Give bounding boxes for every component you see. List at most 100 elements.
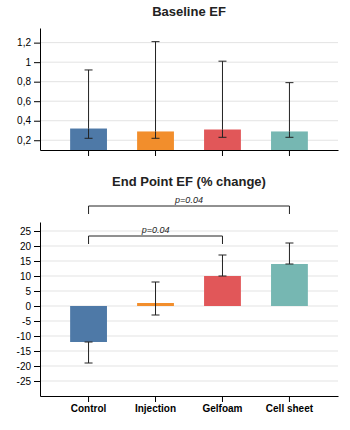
y-tick-mark — [34, 101, 40, 102]
y-tick-label: -15 — [17, 346, 32, 357]
bar — [271, 264, 308, 306]
x-axis: Control Injection Gelfoam Cell sheet — [41, 396, 339, 414]
x-tick-mark — [88, 396, 89, 402]
y-tick: 1 — [25, 57, 40, 68]
plot-area — [70, 42, 308, 150]
y-axis-line — [40, 223, 41, 397]
y-tick-label: 0,8 — [17, 76, 31, 87]
panel: 0,20,40,60,811,2Baseline EF — [17, 4, 338, 156]
y-tick-mark — [34, 276, 40, 277]
title: End Point EF (% change) — [112, 174, 266, 189]
x-tick — [289, 150, 290, 156]
y-tick-label: 0 — [25, 301, 31, 312]
y-tick-mark — [34, 231, 40, 232]
bar — [204, 130, 241, 150]
panel: -25-20-15-10-50510152025ControlInjection… — [17, 174, 339, 414]
x-tick: Injection — [135, 396, 176, 414]
x-tick-label: Cell sheet — [266, 403, 314, 414]
x-axis-line — [41, 150, 339, 151]
x-tick-mark — [222, 396, 223, 402]
error-bar-up — [285, 83, 293, 132]
y-tick: -10 — [17, 331, 40, 342]
grid-line — [40, 120, 338, 121]
y-tick-label: 25 — [20, 226, 32, 237]
x-tick — [222, 150, 223, 156]
error-bar-up — [218, 255, 226, 276]
grid-line — [40, 351, 338, 352]
x-tick: Cell sheet — [266, 396, 314, 414]
y-tick-mark — [34, 336, 40, 337]
y-tick: 0,8 — [17, 76, 40, 87]
title: Baseline EF — [152, 4, 226, 19]
grid-line — [40, 81, 338, 82]
error-bar-down — [218, 130, 226, 138]
error-bar-up — [152, 282, 160, 303]
y-tick-label: -5 — [22, 316, 31, 327]
y-tick-mark — [34, 366, 40, 367]
grid — [40, 231, 338, 381]
x-tick — [155, 150, 156, 156]
significance-bracket — [89, 236, 223, 244]
y-tick-label: 20 — [20, 241, 32, 252]
y-tick: 1,2 — [17, 37, 40, 48]
x-tick-mark — [289, 396, 290, 402]
grid-line — [40, 231, 338, 232]
grid-line — [40, 381, 338, 382]
y-tick-label: 5 — [25, 286, 31, 297]
bar — [137, 131, 174, 150]
annotation: p=0.04 — [141, 225, 170, 235]
y-axis: 0,20,40,60,811,2 — [17, 29, 40, 151]
x-tick-mark — [289, 150, 290, 156]
error-bar-down — [152, 303, 160, 315]
y-tick-mark — [34, 82, 40, 83]
grid-line — [40, 42, 338, 43]
grid-line — [40, 101, 338, 102]
error-bar-up — [285, 243, 293, 264]
y-tick: 20 — [20, 241, 40, 252]
y-tick: -20 — [17, 361, 40, 372]
y-tick-label: -20 — [17, 361, 32, 372]
bar — [271, 131, 308, 150]
y-axis: -25-20-15-10-50510152025 — [17, 223, 41, 397]
y-tick-mark — [34, 140, 40, 141]
y-tick-label: 0,4 — [17, 115, 31, 126]
y-tick-label: 10 — [20, 271, 32, 282]
error-bar-down — [285, 131, 293, 137]
y-tick-mark — [34, 121, 40, 122]
error-bar-up — [85, 70, 93, 129]
plot-area — [70, 243, 308, 363]
x-tick-mark — [88, 150, 89, 156]
x-tick-mark — [155, 150, 156, 156]
grid-line — [40, 62, 338, 63]
error-bar-down — [218, 276, 226, 277]
grid-line — [40, 366, 338, 367]
y-tick-mark — [34, 62, 40, 63]
grid-line — [40, 246, 338, 247]
y-tick: -15 — [17, 346, 40, 357]
y-tick: 5 — [25, 286, 40, 297]
y-tick-mark — [34, 246, 40, 247]
x-tick: Control — [71, 396, 107, 414]
x-tick-mark — [222, 150, 223, 156]
bar — [204, 276, 241, 306]
grid-line — [40, 261, 338, 262]
error-bar-up — [218, 61, 226, 129]
y-tick-label: 15 — [20, 256, 32, 267]
x-tick-label: Control — [71, 403, 107, 414]
x-tick: Gelfoam — [202, 396, 242, 414]
error-bar-down — [85, 342, 93, 363]
x-axis-line — [41, 396, 339, 397]
x-tick-mark — [155, 396, 156, 402]
error-bar-up — [152, 42, 160, 132]
annotations: p=0.04p=0.04 — [89, 195, 290, 244]
y-tick-mark — [34, 306, 40, 307]
y-tick-label: 1 — [25, 57, 31, 68]
y-tick-mark — [34, 261, 40, 262]
x-tick-label: Injection — [135, 403, 176, 414]
y-tick-mark — [34, 321, 40, 322]
bar — [70, 129, 107, 150]
error-bar-down — [285, 264, 293, 265]
y-tick-label: 1,2 — [17, 37, 31, 48]
error-bar-down — [152, 131, 160, 138]
y-axis-line — [40, 29, 41, 151]
